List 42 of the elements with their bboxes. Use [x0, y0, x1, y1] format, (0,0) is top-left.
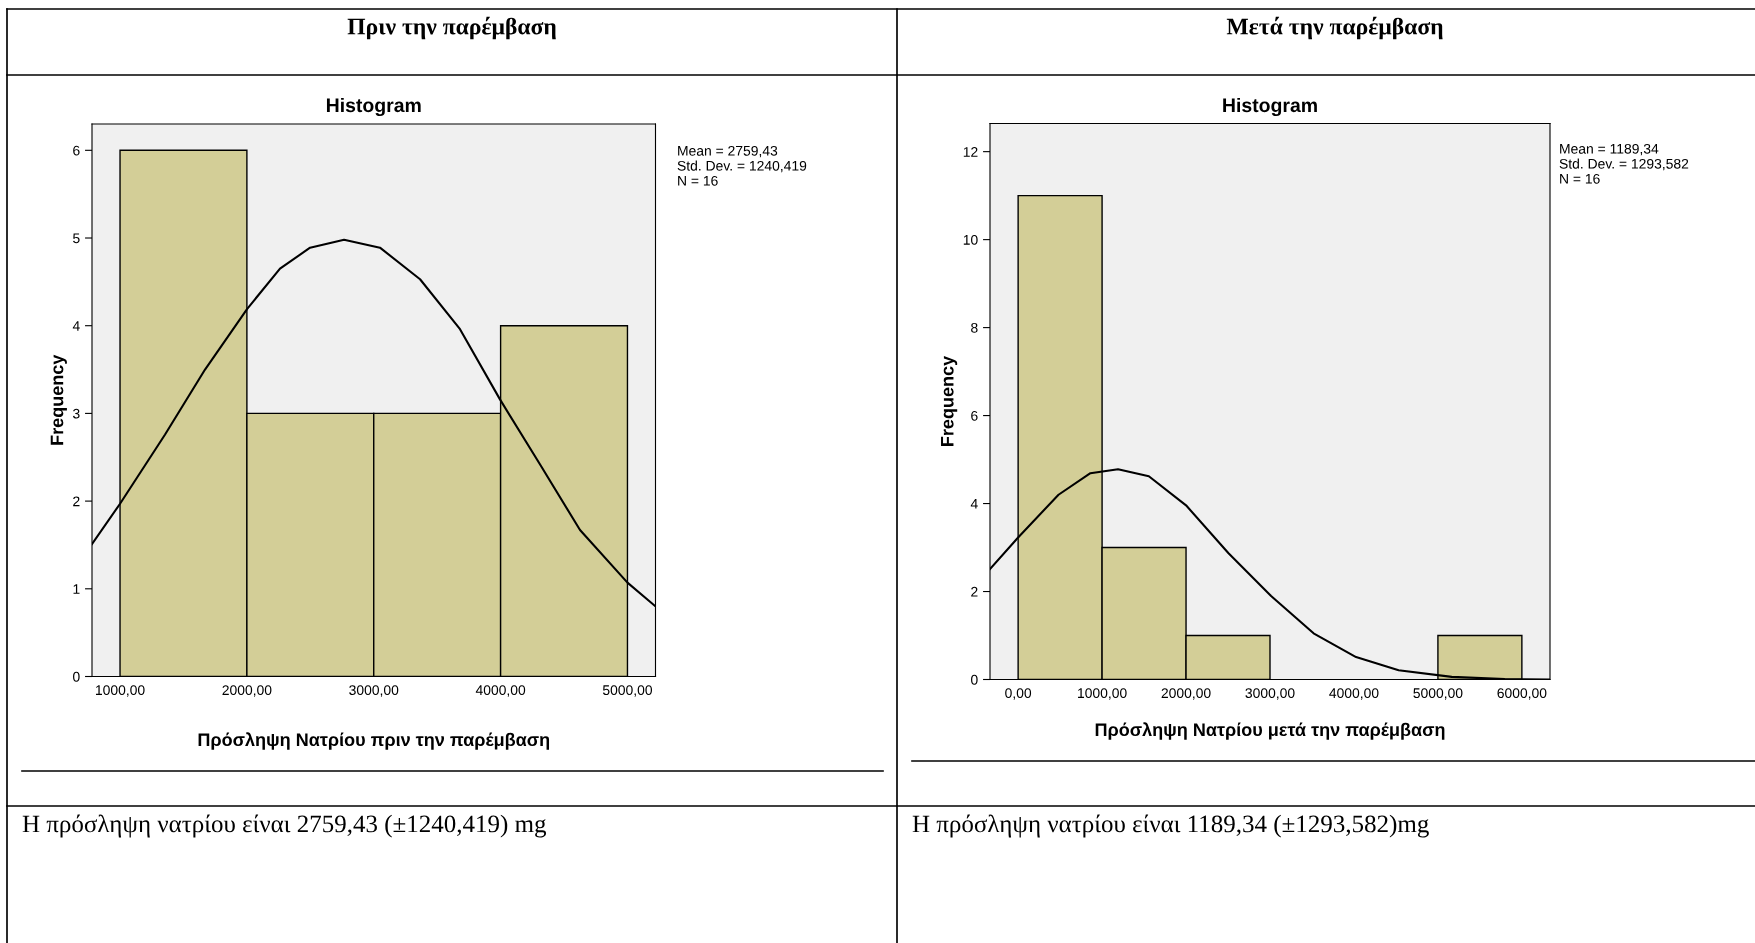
text: Η πρόσληψη νατρίου είναι 2759,43 (±1240,419) mg: [22, 814, 547, 838]
y-tick-label: 10: [963, 234, 978, 245]
x-tick-label: 2000,00: [1161, 688, 1211, 700]
y-tick-label: 2: [73, 496, 80, 507]
x-tick-label: 6000,00: [1497, 688, 1547, 700]
text: Std. Dev. = 1240,419: [677, 160, 807, 173]
y-axis-title: Frequency: [50, 354, 67, 445]
x-tick-label: 1000,00: [95, 685, 145, 697]
chart-subtitle: Histogram: [326, 97, 421, 117]
x-tick-label: 0,00: [1005, 688, 1032, 700]
chart-subtitle: Histogram: [1223, 97, 1317, 117]
chart-title: Μετά την παρέμβαση: [1226, 16, 1443, 40]
y-tick-label: 4: [72, 321, 80, 331]
x-tick-label: 4000,00: [1329, 688, 1379, 700]
text: Mean = 1189,34: [1560, 143, 1659, 156]
y-tick-label: 0: [73, 671, 80, 682]
y-tick-label: 12: [963, 146, 978, 157]
y-tick-label: 6: [971, 410, 978, 421]
x-tick-label: 2000,00: [222, 685, 272, 697]
y-tick-label: 0: [971, 674, 978, 685]
text: Mean = 2759,43: [678, 145, 778, 158]
y-tick-label: 8: [971, 322, 978, 333]
text: Η πρόσληψη νατρίου είναι 1189,34 (±1293,582)mg: [912, 814, 1429, 838]
x-axis-title: Πρόσληψη Νατρίου πριν την παρέμβαση: [198, 732, 550, 750]
y-tick-label: 6: [73, 145, 80, 156]
y-tick-label: 1: [73, 584, 80, 594]
x-tick-label: 5000,00: [1413, 688, 1463, 700]
y-tick-label: 4: [970, 499, 978, 509]
x-tick-label: 3000,00: [1245, 688, 1295, 700]
x-axis-title: Πρόσληψη Νατρίου μετά την παρέμβαση: [1095, 722, 1445, 740]
text: Std. Dev. = 1293,582: [1559, 158, 1689, 171]
text: N = 16: [678, 175, 718, 186]
x-tick-label: 1000,00: [1078, 688, 1127, 700]
x-tick-label: 4000,00: [475, 685, 526, 697]
x-tick-label: 5000,00: [602, 685, 653, 697]
y-tick-label: 3: [73, 408, 80, 419]
y-tick-label: 2: [971, 586, 978, 597]
x-tick-label: 3000,00: [349, 685, 399, 697]
y-tick-label: 5: [73, 233, 80, 244]
y-axis-title: Frequency: [941, 355, 958, 446]
chart-title: Πριν την παρέμβαση: [347, 16, 556, 40]
text: N = 16: [1560, 173, 1600, 184]
